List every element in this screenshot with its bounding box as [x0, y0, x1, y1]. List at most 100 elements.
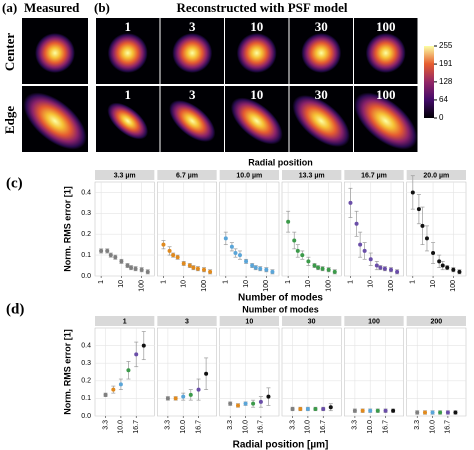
facet-label: 20.0 µm: [423, 172, 449, 179]
facet-label: 6.7 µm: [176, 172, 198, 179]
colorbar-label: 0: [439, 113, 444, 122]
point: [251, 401, 256, 406]
x-tick-label: 10: [118, 280, 125, 288]
x-tick-label: 100: [201, 280, 208, 292]
point: [236, 403, 241, 408]
psf-spot: [365, 33, 406, 73]
point: [378, 265, 383, 270]
point: [244, 259, 249, 264]
point: [300, 253, 305, 258]
point: [208, 269, 213, 274]
psf-spot: [35, 33, 75, 73]
x-tick-label: 10: [305, 280, 312, 288]
point: [119, 259, 124, 264]
psf-spot: [236, 33, 277, 73]
point: [133, 266, 138, 271]
x-tick-label: 100: [450, 280, 457, 292]
panel-label: (a): [2, 0, 17, 15]
panel-label: (b): [94, 0, 110, 15]
point: [352, 408, 357, 413]
panel-label: (c): [6, 175, 23, 191]
psf-spot: [172, 33, 213, 73]
y-tick-label: 0.2: [81, 231, 91, 238]
psf-spot: [169, 100, 216, 142]
point: [360, 408, 365, 413]
x-tick-label: 1: [160, 280, 167, 284]
point: [111, 387, 116, 392]
point: [187, 263, 192, 268]
x-tick-label: 1: [410, 280, 417, 284]
point: [440, 263, 445, 268]
x-tick-label: 100: [388, 280, 395, 292]
plot-area: [344, 327, 404, 417]
facet-label: 1: [123, 318, 127, 325]
point: [243, 401, 248, 406]
point: [316, 265, 321, 270]
x-tick-label: 100: [263, 280, 270, 292]
point: [201, 267, 206, 272]
facet-header: Radial position: [248, 157, 313, 167]
point: [118, 382, 123, 387]
facet-strip: [95, 170, 155, 180]
point: [313, 406, 318, 411]
row-label: Edge: [2, 106, 17, 134]
x-tick-label: 10.0: [242, 420, 249, 434]
y-tick-label: 0.4: [81, 342, 91, 349]
point: [415, 410, 420, 415]
x-axis-label: Number of modes: [238, 293, 323, 304]
x-tick-label: 3.3: [165, 420, 172, 430]
plot-area: [219, 327, 280, 417]
point: [457, 269, 462, 274]
plot-area: [406, 327, 467, 417]
point: [258, 266, 263, 271]
facet-strip: [282, 170, 342, 180]
point: [286, 219, 291, 224]
x-tick-label: 3.3: [289, 420, 296, 430]
column-label: 3: [189, 19, 196, 34]
x-tick-label: 1: [347, 280, 354, 284]
facet-label: 100: [368, 318, 380, 325]
point: [103, 392, 108, 397]
x-tick-label: 10.0: [118, 420, 125, 434]
point: [420, 223, 425, 228]
x-tick-label: 100: [326, 280, 333, 292]
y-tick-label: 0.3: [81, 360, 91, 367]
row-label: Center: [2, 33, 17, 71]
facet-label: 30: [308, 318, 316, 325]
y-tick-label: 0.3: [81, 210, 91, 217]
facet-label: 200: [430, 318, 442, 325]
point: [175, 255, 180, 260]
x-tick-label: 10: [243, 280, 250, 288]
point: [424, 236, 429, 241]
point: [348, 200, 353, 205]
y-axis-label: Norm. RMS error [1]: [62, 186, 72, 272]
point: [332, 269, 337, 274]
y-tick-label: 0.4: [81, 189, 91, 196]
facet-strip: [344, 170, 404, 180]
point: [113, 255, 118, 260]
point: [292, 238, 297, 243]
point: [264, 267, 269, 272]
point: [410, 190, 415, 195]
x-tick-label: 10.0: [367, 420, 374, 434]
facet-strip: [344, 316, 404, 326]
point: [431, 251, 436, 256]
point: [181, 394, 186, 399]
facet-strip: [406, 316, 466, 326]
point: [382, 266, 387, 271]
x-tick-label: 1: [285, 280, 292, 284]
point: [126, 368, 131, 373]
facet-strip: [157, 316, 217, 326]
panel-title: Reconstructed with PSF model: [176, 0, 347, 15]
y-tick-label: 0.0: [81, 273, 91, 280]
point: [312, 263, 317, 268]
psf-spot: [107, 33, 148, 73]
point: [223, 236, 228, 241]
point: [423, 410, 428, 415]
x-tick-label: 10.0: [429, 420, 436, 434]
facet-strip: [406, 170, 466, 180]
facet-strip: [95, 316, 155, 326]
x-tick-label: 3.3: [102, 420, 109, 430]
x-tick-label: 16.7: [195, 420, 202, 434]
